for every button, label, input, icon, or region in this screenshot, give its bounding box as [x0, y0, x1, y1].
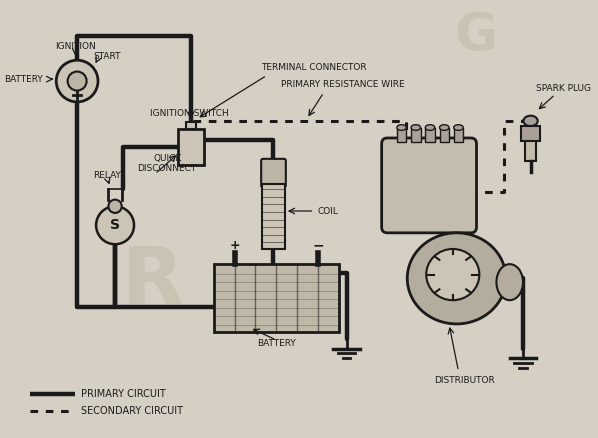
- Ellipse shape: [426, 249, 480, 300]
- FancyBboxPatch shape: [382, 138, 477, 233]
- Bar: [454, 127, 463, 142]
- Ellipse shape: [440, 125, 449, 131]
- Text: IGNITION: IGNITION: [55, 42, 96, 51]
- FancyBboxPatch shape: [261, 159, 286, 187]
- Bar: [397, 127, 406, 142]
- Text: R: R: [122, 243, 184, 321]
- Text: −: −: [312, 238, 324, 252]
- Text: QUICK
DISCONNECT: QUICK DISCONNECT: [138, 154, 197, 173]
- Text: DISTRIBUTOR: DISTRIBUTOR: [434, 376, 495, 385]
- Text: +: +: [229, 239, 240, 252]
- Text: PRIMARY CIRCUIT: PRIMARY CIRCUIT: [81, 389, 166, 399]
- Text: IGNITION SWITCH: IGNITION SWITCH: [150, 109, 228, 118]
- Ellipse shape: [454, 125, 463, 131]
- Text: S: S: [110, 218, 120, 232]
- Text: BATTERY: BATTERY: [257, 339, 296, 348]
- Bar: [186, 122, 196, 130]
- Circle shape: [108, 200, 122, 213]
- Text: COIL: COIL: [317, 207, 338, 215]
- Text: SPARK PLUG: SPARK PLUG: [536, 84, 591, 93]
- Text: G: G: [454, 10, 497, 61]
- Ellipse shape: [397, 125, 406, 131]
- Text: RELAY: RELAY: [93, 171, 121, 180]
- Text: SECONDARY CIRCUIT: SECONDARY CIRCUIT: [81, 406, 183, 416]
- Ellipse shape: [411, 125, 420, 131]
- Bar: [440, 127, 449, 142]
- Text: TERMINAL CONNECTOR: TERMINAL CONNECTOR: [261, 63, 367, 72]
- Ellipse shape: [407, 233, 506, 324]
- Circle shape: [68, 71, 87, 91]
- Circle shape: [56, 60, 98, 102]
- Ellipse shape: [523, 116, 538, 126]
- Bar: [525, 139, 536, 161]
- Text: BATTERY: BATTERY: [4, 74, 43, 84]
- Bar: [262, 184, 285, 249]
- Bar: [411, 127, 420, 142]
- Text: PRIMARY RESISTANCE WIRE: PRIMARY RESISTANCE WIRE: [281, 80, 405, 89]
- Ellipse shape: [496, 264, 523, 300]
- Text: START: START: [93, 52, 121, 61]
- Bar: [178, 130, 205, 166]
- Ellipse shape: [425, 125, 435, 131]
- FancyBboxPatch shape: [521, 126, 540, 141]
- Circle shape: [96, 206, 134, 244]
- Bar: [425, 127, 435, 142]
- Bar: [213, 264, 339, 332]
